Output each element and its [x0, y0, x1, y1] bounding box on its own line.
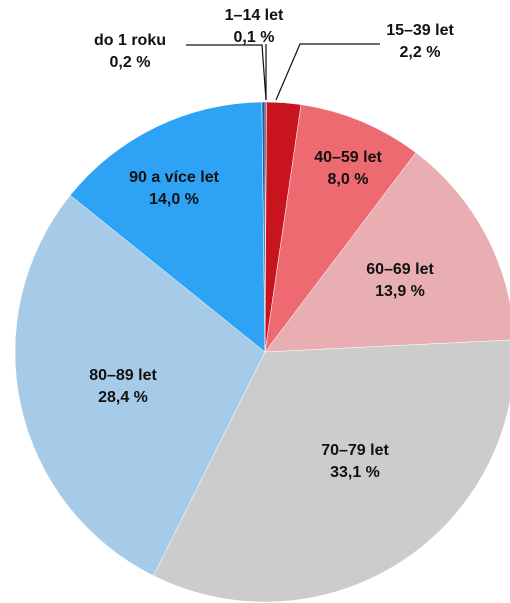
slice-value-label: 33,1 % [330, 464, 380, 481]
slice-label: 90 a více let [129, 169, 220, 186]
slice-value-label: 13,9 % [375, 283, 425, 300]
slice-label: do 1 roku [94, 32, 166, 49]
slice-label: 15–39 let [386, 22, 454, 39]
leader-line [275, 43, 380, 101]
slice-label: 1–14 let [225, 7, 284, 24]
slice-value-label: 14,0 % [149, 191, 199, 208]
pie-slice [261, 101, 266, 353]
slice-value-label: 28,4 % [98, 389, 148, 406]
slice-value-label: 2,2 % [400, 44, 441, 61]
pie-slice [14, 194, 266, 577]
slice-label: 80–89 let [89, 367, 157, 384]
slice-value-label: 8,0 % [328, 171, 369, 188]
slice-label: 40–59 let [314, 149, 382, 166]
slice-label: 70–79 let [321, 442, 389, 459]
pie-slice [264, 152, 510, 353]
slice-value-label: 0,2 % [110, 54, 151, 71]
pie-slice [153, 339, 510, 603]
slice-value-label: 0,1 % [234, 29, 275, 46]
pie-slice [264, 104, 417, 353]
leader-line [186, 44, 267, 101]
pie-slice [69, 101, 266, 353]
slice-label: 60–69 let [366, 261, 434, 278]
